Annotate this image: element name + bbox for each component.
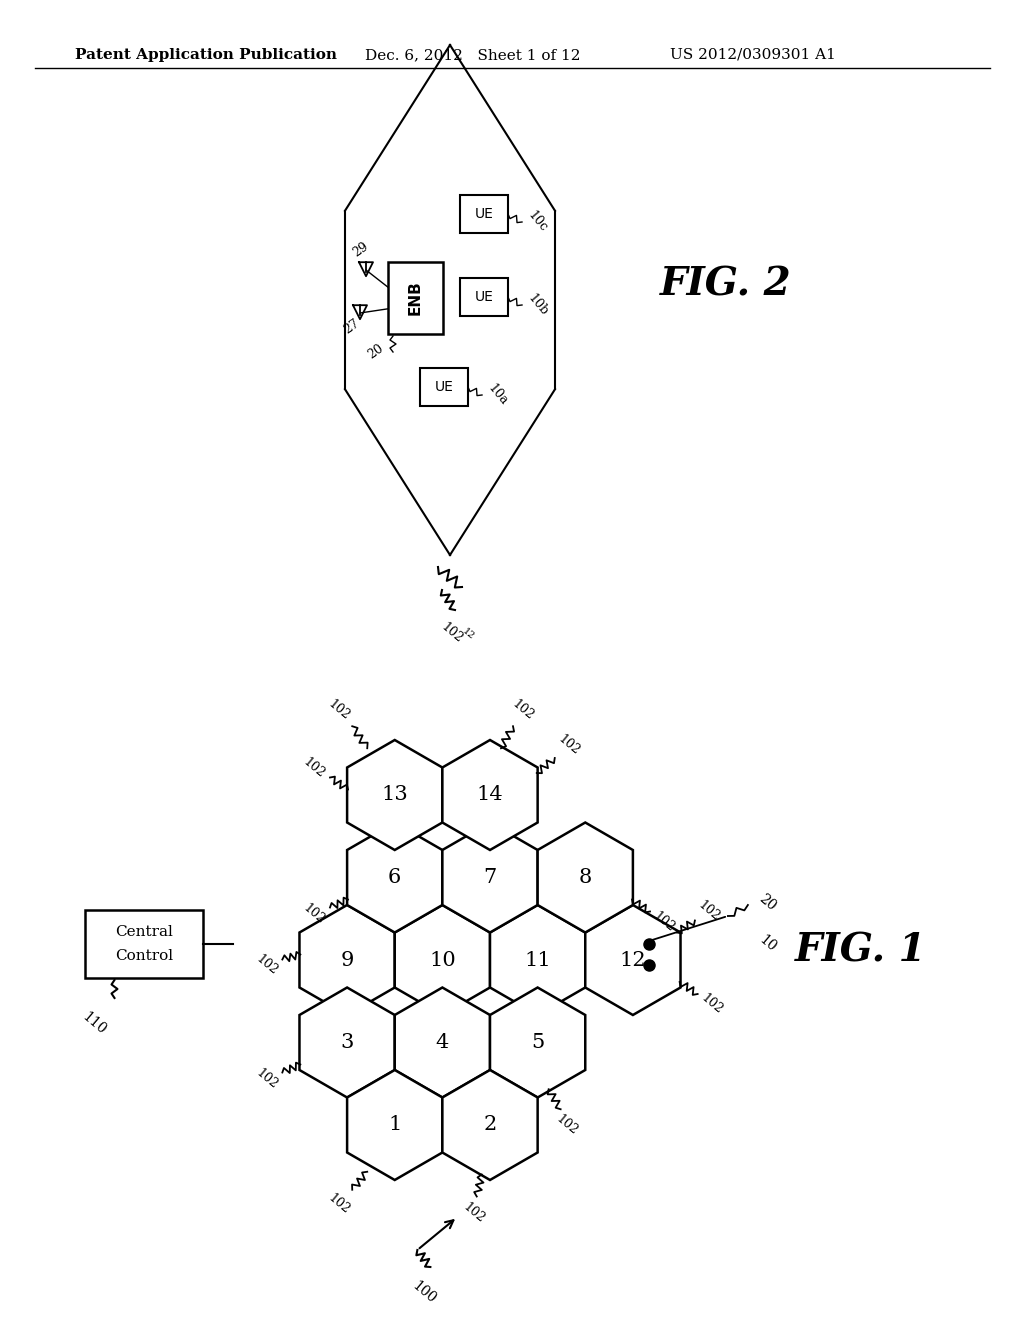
Text: 102: 102	[253, 952, 280, 977]
Polygon shape	[347, 822, 442, 932]
Text: Dec. 6, 2012   Sheet 1 of 12: Dec. 6, 2012 Sheet 1 of 12	[365, 48, 581, 62]
Text: 102: 102	[301, 900, 328, 927]
Polygon shape	[347, 741, 442, 850]
Polygon shape	[442, 1071, 538, 1180]
Text: 11: 11	[524, 950, 551, 969]
Text: 10: 10	[429, 950, 456, 969]
Text: 27: 27	[342, 317, 362, 337]
Text: 102: 102	[438, 620, 465, 645]
Text: 10a: 10a	[485, 381, 510, 408]
FancyBboxPatch shape	[420, 368, 468, 407]
Polygon shape	[442, 741, 538, 850]
Text: 110: 110	[80, 1010, 110, 1038]
Text: UE: UE	[434, 380, 454, 393]
Polygon shape	[538, 822, 633, 932]
Text: 7: 7	[483, 869, 497, 887]
Polygon shape	[299, 987, 394, 1097]
Text: US 2012/0309301 A1: US 2012/0309301 A1	[670, 48, 836, 62]
Text: 1: 1	[388, 1115, 401, 1134]
Text: 102: 102	[650, 909, 677, 935]
Text: 9: 9	[340, 950, 354, 969]
Text: UE: UE	[474, 207, 494, 220]
Text: 102: 102	[326, 1191, 352, 1217]
Text: 102: 102	[461, 1200, 487, 1225]
Text: 3: 3	[340, 1034, 354, 1052]
Polygon shape	[586, 906, 681, 1015]
Text: 10c: 10c	[525, 209, 550, 235]
Text: FIG. 2: FIG. 2	[660, 267, 792, 304]
Polygon shape	[394, 906, 490, 1015]
Text: 20: 20	[756, 891, 778, 913]
Text: FIG. 1: FIG. 1	[795, 931, 927, 969]
Text: 4: 4	[436, 1034, 449, 1052]
FancyBboxPatch shape	[460, 279, 508, 315]
Text: 10: 10	[756, 932, 778, 954]
Polygon shape	[299, 906, 394, 1015]
Text: 13: 13	[381, 785, 409, 804]
Text: 14: 14	[477, 785, 504, 804]
Text: Patent Application Publication: Patent Application Publication	[75, 48, 337, 62]
Text: 102: 102	[326, 697, 352, 723]
Text: 20: 20	[366, 342, 386, 362]
Text: 102: 102	[253, 1065, 280, 1092]
Text: Central: Central	[115, 925, 173, 940]
FancyBboxPatch shape	[388, 261, 443, 334]
Text: 102: 102	[553, 1113, 580, 1138]
Text: 102: 102	[301, 755, 328, 780]
Text: ENB: ENB	[408, 281, 423, 315]
FancyBboxPatch shape	[460, 195, 508, 234]
Text: 10b: 10b	[525, 292, 551, 318]
Text: 5: 5	[531, 1034, 545, 1052]
Polygon shape	[490, 987, 586, 1097]
FancyBboxPatch shape	[85, 909, 203, 978]
Text: 102: 102	[698, 991, 725, 1016]
Text: 102: 102	[555, 733, 582, 758]
Text: 12: 12	[461, 627, 476, 642]
Polygon shape	[347, 1071, 442, 1180]
Text: 102: 102	[510, 697, 537, 723]
Text: UE: UE	[474, 290, 494, 304]
Text: 12: 12	[620, 950, 646, 969]
Text: 29: 29	[351, 240, 371, 260]
Text: 102: 102	[695, 898, 722, 923]
Text: 6: 6	[388, 869, 401, 887]
Text: 100: 100	[410, 1279, 439, 1307]
Text: 2: 2	[483, 1115, 497, 1134]
Text: 8: 8	[579, 869, 592, 887]
Polygon shape	[490, 906, 586, 1015]
Polygon shape	[442, 822, 538, 932]
Text: Control: Control	[115, 949, 173, 962]
Polygon shape	[394, 987, 490, 1097]
